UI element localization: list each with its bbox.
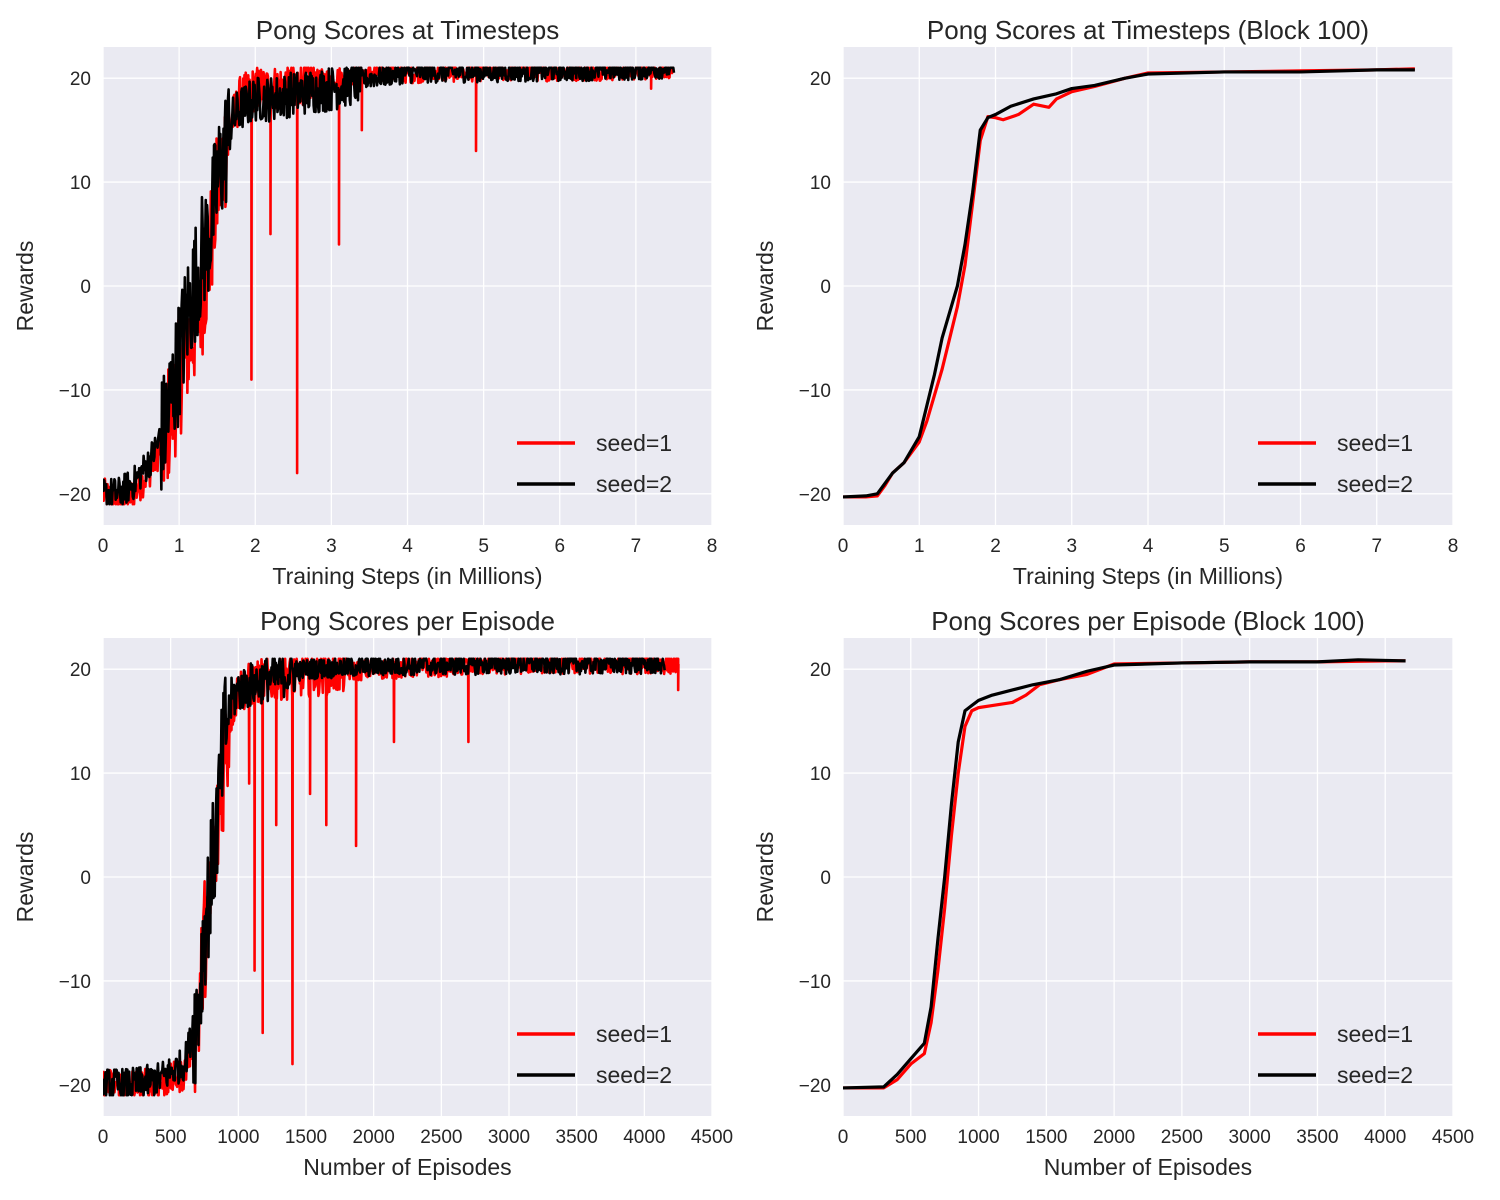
y-tick-label: 20 xyxy=(810,69,831,90)
y-tick-label: 20 xyxy=(70,69,91,90)
x-tick-label: 4 xyxy=(1143,536,1154,557)
x-tick-label: 2 xyxy=(990,536,1001,557)
y-tick-label: 0 xyxy=(820,277,831,298)
x-axis-label: Training Steps (in Millions) xyxy=(1013,563,1283,589)
y-tick-label: 0 xyxy=(80,277,91,298)
legend: seed=1 seed=2 xyxy=(1258,430,1413,497)
y-tick-label: 20 xyxy=(70,660,91,681)
series-line-seed-2 xyxy=(103,657,666,1097)
x-tick-label: 8 xyxy=(1448,536,1459,557)
y-tick-label: 0 xyxy=(820,868,831,889)
x-tick-label: 4000 xyxy=(623,1127,665,1148)
x-tick-label: 5 xyxy=(1219,536,1230,557)
x-tick-label: 8 xyxy=(707,536,718,557)
y-tick-label: 0 xyxy=(80,868,91,889)
y-tick-label: 10 xyxy=(810,173,831,194)
y-tick-label: −20 xyxy=(799,1076,831,1097)
x-tick-label: 7 xyxy=(631,536,642,557)
x-tick-label: 2000 xyxy=(353,1127,395,1148)
chart-title: Pong Scores per Episode xyxy=(260,606,555,636)
legend-label-seed-2: seed=2 xyxy=(1337,1062,1413,1088)
x-tick-label: 6 xyxy=(554,536,565,557)
x-tick-label: 4500 xyxy=(691,1127,733,1148)
x-tick-label: 6 xyxy=(1295,536,1306,557)
chart-panel-1: 0 1 2 3 4 5 6 7 8 −20 −10 0 10 20 Pong Scores at Times… xyxy=(12,15,717,589)
legend-label-seed-2: seed=2 xyxy=(596,1062,672,1088)
x-tick-label: 2500 xyxy=(420,1127,462,1148)
x-tick-label: 0 xyxy=(838,1127,849,1148)
legend: seed=1 seed=2 xyxy=(517,1021,672,1088)
y-tick-label: 10 xyxy=(810,764,831,785)
x-tick-label: 3000 xyxy=(1229,1127,1271,1148)
y-tick-label: −10 xyxy=(59,381,91,402)
series-line-seed-2 xyxy=(103,66,676,506)
x-tick-label: 3000 xyxy=(488,1127,530,1148)
x-tick-label: 2000 xyxy=(1093,1127,1135,1148)
x-tick-label: 0 xyxy=(838,536,849,557)
y-tick-label: −20 xyxy=(799,485,831,506)
x-tick-label: 7 xyxy=(1371,536,1382,557)
legend: seed=1 seed=2 xyxy=(1258,1021,1413,1088)
x-tick-label: 500 xyxy=(895,1127,927,1148)
series-line-seed-2 xyxy=(843,658,1406,1090)
y-tick-label: −20 xyxy=(59,1076,91,1097)
y-axis-label: Rewards xyxy=(752,832,778,923)
y-tick-label: −10 xyxy=(799,381,831,402)
y-axis-label: Rewards xyxy=(752,241,778,332)
x-tick-label: 0 xyxy=(98,536,109,557)
y-axis-label: Rewards xyxy=(12,241,38,332)
x-tick-label: 5 xyxy=(478,536,489,557)
y-tick-label: −20 xyxy=(59,485,91,506)
x-tick-label: 500 xyxy=(155,1127,187,1148)
legend-label-seed-1: seed=1 xyxy=(1337,1021,1413,1047)
x-tick-label: 1500 xyxy=(1025,1127,1067,1148)
series-line-seed-2 xyxy=(843,68,1415,499)
x-tick-label: 0 xyxy=(98,1127,109,1148)
chart-panel-3: 0 500 1000 1500 2000 2500 3000 3500 4000 4500 −20 −… xyxy=(12,606,733,1180)
x-tick-label: 2 xyxy=(250,536,261,557)
x-tick-label: 2500 xyxy=(1161,1127,1203,1148)
x-tick-label: 1 xyxy=(174,536,185,557)
x-tick-label: 3500 xyxy=(1296,1127,1338,1148)
y-tick-label: −10 xyxy=(799,972,831,993)
y-tick-label: −10 xyxy=(59,972,91,993)
chart-title: Pong Scores at Timesteps xyxy=(256,15,559,45)
legend-label-seed-1: seed=1 xyxy=(596,430,672,456)
legend-label-seed-2: seed=2 xyxy=(1337,471,1413,497)
x-tick-label: 4 xyxy=(402,536,413,557)
chart-title: Pong Scores at Timesteps (Block 100) xyxy=(927,15,1369,45)
legend-label-seed-1: seed=1 xyxy=(1337,430,1413,456)
chart-title: Pong Scores per Episode (Block 100) xyxy=(931,606,1365,636)
y-tick-label: 10 xyxy=(70,764,91,785)
y-tick-label: 10 xyxy=(70,173,91,194)
x-tick-label: 1000 xyxy=(957,1127,999,1148)
x-tick-label: 4000 xyxy=(1364,1127,1406,1148)
x-tick-label: 3 xyxy=(326,536,337,557)
legend: seed=1 seed=2 xyxy=(517,430,672,497)
y-tick-label: 20 xyxy=(810,660,831,681)
legend-label-seed-1: seed=1 xyxy=(596,1021,672,1047)
x-tick-label: 1 xyxy=(914,536,925,557)
x-axis-label: Training Steps (in Millions) xyxy=(272,563,542,589)
x-axis-label: Number of Episodes xyxy=(1044,1154,1252,1180)
legend-label-seed-2: seed=2 xyxy=(596,471,672,497)
chart-panel-2: 0 1 2 3 4 5 6 7 8 −20 −10 0 10 20 Pong Scores at Times… xyxy=(752,15,1458,589)
y-axis-label: Rewards xyxy=(12,832,38,923)
chart-panel-4: 0 500 1000 1500 2000 2500 3000 3500 4000 4500 −20 −… xyxy=(752,606,1474,1180)
x-tick-label: 3500 xyxy=(556,1127,598,1148)
x-tick-label: 4500 xyxy=(1432,1127,1474,1148)
x-axis-label: Number of Episodes xyxy=(303,1154,511,1180)
x-tick-label: 1500 xyxy=(285,1127,327,1148)
x-tick-label: 1000 xyxy=(217,1127,259,1148)
x-tick-label: 3 xyxy=(1066,536,1077,557)
